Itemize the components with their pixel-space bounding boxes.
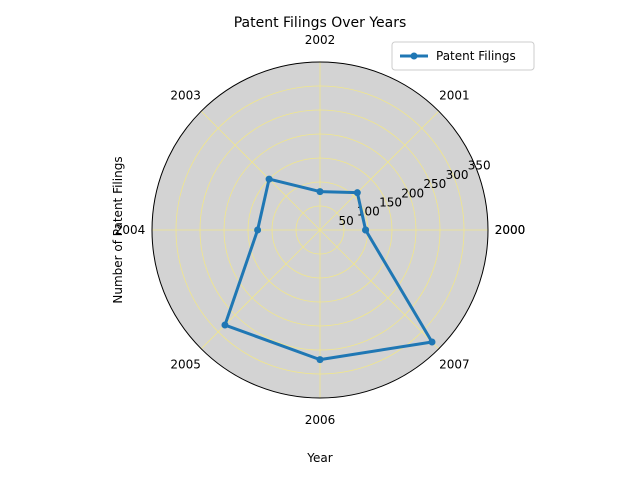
angle-tick-label: 2003 — [170, 89, 201, 103]
angle-tick-label: 2006 — [305, 413, 336, 427]
legend-label: Patent Filings — [436, 49, 516, 63]
data-point — [316, 188, 324, 196]
polar-frame — [151, 61, 489, 399]
polar-plot-area: 2000200120022003200420052006200720005010… — [115, 33, 526, 427]
data-point — [265, 175, 273, 183]
legend: Patent Filings — [391, 41, 535, 71]
radial-tick-label: 350 — [468, 159, 491, 173]
data-point — [428, 338, 436, 346]
angular-grid-line — [200, 110, 321, 231]
radial-tick-label: 50 — [339, 214, 354, 228]
angle-tick-label: 2002 — [305, 33, 336, 47]
angle-tick-label: 2000 — [495, 223, 526, 237]
radial-tick-label: 200 — [401, 186, 424, 200]
data-point — [353, 189, 361, 197]
angular-grid-line — [319, 110, 440, 231]
angle-tick-label: 2005 — [170, 357, 201, 371]
radial-tick-label: 150 — [379, 195, 402, 209]
angle-tick-label: 2001 — [439, 89, 470, 103]
angle-tick-label: 2007 — [439, 357, 470, 371]
data-point — [254, 226, 262, 234]
y-axis-label: Number of Patent Filings — [111, 156, 125, 303]
x-axis-label: Year — [306, 451, 332, 465]
radial-tick-label: 300 — [446, 168, 469, 182]
data-point — [362, 226, 370, 234]
angular-grid-line — [200, 229, 321, 350]
legend-marker — [410, 52, 418, 60]
data-point — [221, 321, 229, 329]
legend-box — [391, 41, 535, 71]
data-point — [316, 356, 324, 364]
angle-tick-label: 2004 — [115, 223, 146, 237]
angular-grid-line — [319, 229, 440, 350]
angle-tick-label: 2000 — [495, 223, 526, 237]
radial-tick-label: 250 — [423, 177, 446, 191]
chart-title: Patent Filings Over Years — [234, 15, 407, 31]
